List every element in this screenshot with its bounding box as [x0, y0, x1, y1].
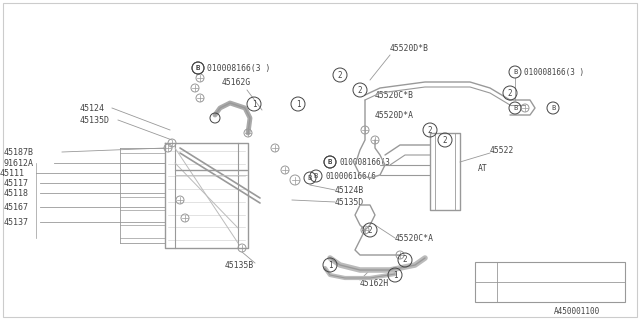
Text: 2: 2 [338, 70, 342, 79]
Text: 45522: 45522 [490, 146, 515, 155]
Text: 45187B: 45187B [4, 148, 34, 156]
Text: B: B [308, 175, 312, 181]
Bar [475, 262, 625, 302]
Text: 091749004(4): 091749004(4) [502, 268, 557, 276]
Text: B: B [551, 105, 555, 111]
Text: B: B [513, 105, 517, 111]
Text: 45162G: 45162G [222, 77, 252, 86]
Text: AT: AT [478, 164, 488, 172]
Text: B: B [513, 69, 517, 75]
Text: 45111: 45111 [0, 169, 25, 178]
Text: 010008166(3: 010008166(3 [339, 157, 390, 166]
Text: 45124: 45124 [80, 103, 105, 113]
Text: 1: 1 [252, 100, 256, 108]
Text: 45135D: 45135D [335, 197, 364, 206]
Text: 010008166(3 ): 010008166(3 ) [207, 63, 270, 73]
Text: 91612A: 91612A [4, 158, 34, 167]
Text: 45520C*A: 45520C*A [395, 234, 434, 243]
Text: 2: 2 [508, 89, 512, 98]
Text: 1: 1 [296, 100, 300, 108]
Text: 45137: 45137 [4, 218, 29, 227]
Text: B: B [196, 65, 200, 71]
Text: 45118: 45118 [4, 188, 29, 197]
Text: B: B [328, 159, 332, 165]
Text: 2: 2 [368, 226, 372, 235]
Text: 45124B: 45124B [335, 186, 364, 195]
Text: B: B [328, 159, 332, 165]
Text: 010006166(6: 010006166(6 [325, 172, 376, 180]
Text: 45520D*B: 45520D*B [390, 44, 429, 52]
Text: 45135B: 45135B [225, 260, 254, 269]
Text: 1: 1 [393, 270, 397, 279]
Text: A450001100: A450001100 [554, 308, 600, 316]
Text: 1: 1 [484, 268, 488, 276]
Text: 2: 2 [484, 287, 488, 297]
Text: 45162H: 45162H [360, 278, 389, 287]
Text: 45520C*B: 45520C*B [375, 91, 414, 100]
Text: 45117: 45117 [4, 179, 29, 188]
Text: 45167: 45167 [4, 203, 29, 212]
Text: 2: 2 [403, 255, 407, 265]
Text: B: B [196, 65, 200, 71]
Text: W170023: W170023 [502, 287, 534, 297]
Text: 45520D*A: 45520D*A [375, 110, 414, 119]
Text: 2: 2 [358, 85, 362, 94]
Text: 2: 2 [443, 135, 447, 145]
Text: 2: 2 [428, 125, 432, 134]
Text: 010008166(3 ): 010008166(3 ) [524, 68, 584, 76]
Text: 1: 1 [328, 260, 332, 269]
Text: 45135D: 45135D [80, 116, 110, 124]
Text: B: B [314, 173, 318, 179]
